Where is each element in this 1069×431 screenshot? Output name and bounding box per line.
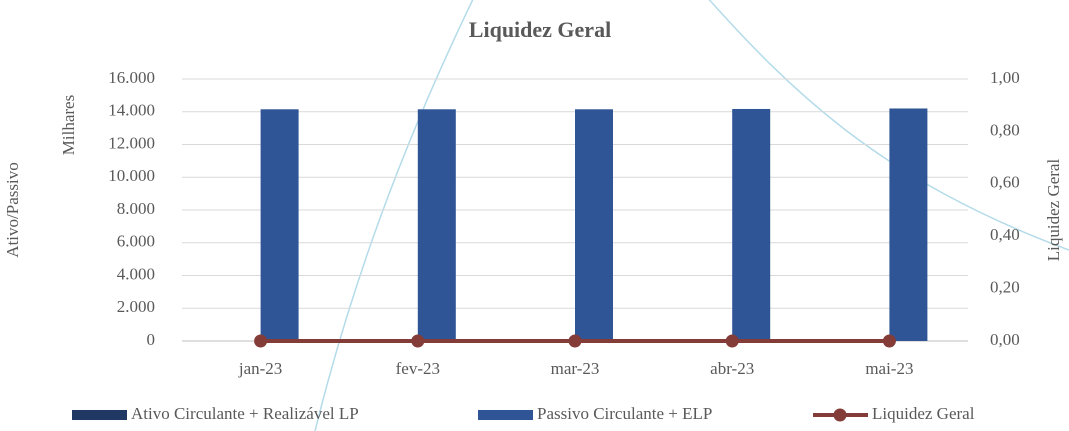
y-tick-label: 12.000 — [108, 133, 155, 152]
x-tick-label: fev-23 — [396, 359, 440, 378]
bar — [417, 109, 456, 341]
y2-tick-label: 0,20 — [990, 278, 1020, 297]
x-tick-label: jan-23 — [238, 359, 282, 378]
line-marker — [411, 334, 425, 348]
y2-axis-title: Liquidez Geral — [1044, 159, 1063, 262]
legend-swatch — [72, 410, 127, 420]
bar — [732, 108, 771, 341]
y-tick-label: 14.000 — [108, 101, 155, 120]
y2-tick-label: 1,00 — [990, 68, 1020, 87]
line-marker — [568, 334, 582, 348]
y-unit-label: Milhares — [59, 95, 78, 155]
y-tick-label: 2.000 — [117, 297, 155, 316]
bar — [575, 109, 613, 341]
legend-label: Liquidez Geral — [872, 404, 975, 423]
y-tick-label: 0 — [147, 330, 156, 349]
y-tick-label: 8.000 — [117, 199, 155, 218]
y-tick-label: 4.000 — [117, 264, 155, 283]
y-axis-title: Ativo/Passivo — [3, 162, 22, 257]
line-marker — [254, 334, 268, 348]
x-tick-label: abr-23 — [710, 359, 754, 378]
x-tick-label: mai-23 — [865, 359, 913, 378]
chart-title: Liquidez Geral — [469, 17, 611, 42]
legend-swatch — [478, 410, 533, 420]
legend-swatch — [833, 408, 847, 422]
y-tick-label: 10.000 — [108, 166, 155, 185]
decor-curve — [708, 0, 1069, 251]
line-marker — [725, 334, 739, 348]
decor-curve — [314, 0, 474, 431]
y-tick-label: 6.000 — [117, 232, 155, 251]
line-marker — [882, 334, 896, 348]
y2-tick-label: 0,00 — [990, 330, 1020, 349]
y2-tick-label: 0,40 — [990, 225, 1020, 244]
y2-tick-label: 0,60 — [990, 173, 1020, 192]
y-tick-label: 16.000 — [108, 68, 155, 87]
x-tick-label: mar-23 — [551, 359, 600, 378]
legend-label: Passivo Circulante + ELP — [537, 404, 712, 423]
bar — [889, 108, 928, 341]
bar — [260, 109, 299, 341]
y2-tick-label: 0,80 — [990, 120, 1020, 139]
legend-label: Ativo Circulante + Realizável LP — [131, 404, 359, 423]
